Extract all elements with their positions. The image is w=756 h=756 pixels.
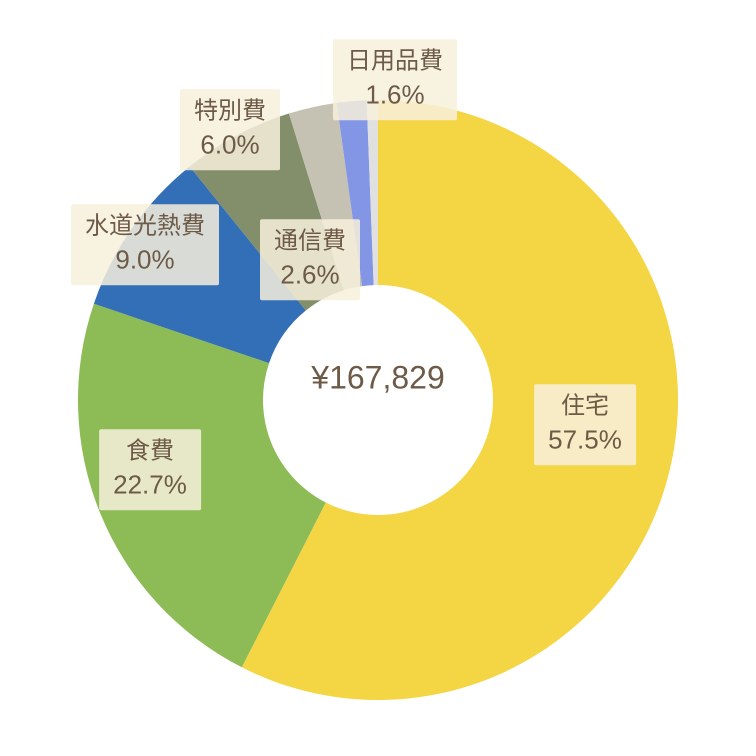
slice-label-name: 住宅 [548,390,622,422]
slice-label-pct: 9.0% [85,243,205,278]
slice-label: 特別費6.0% [180,89,280,170]
center-total: ¥167,829 [311,360,444,397]
slice-label-name: 日用品費 [347,45,443,77]
slice-label: 日用品費1.6% [333,39,457,120]
slice-label: 住宅57.5% [534,384,636,465]
slice-label: 通信費2.6% [260,219,360,300]
slice-label: 食費22.7% [99,429,201,510]
slice-label-pct: 22.7% [113,468,187,503]
slice-label-name: 食費 [113,435,187,467]
slice-label-pct: 1.6% [347,78,443,113]
slice-label-pct: 57.5% [548,423,622,458]
slice-label: 水道光熱費9.0% [71,204,219,285]
slice-label-name: 通信費 [274,225,346,257]
slice-label-name: 特別費 [194,95,266,127]
slice-label-pct: 6.0% [194,128,266,163]
donut-chart: 住宅57.5% 食費22.7% 水道光熱費9.0% 特別費6.0% 通信費2.6% 日用品… [0,0,756,756]
slice-label-pct: 2.6% [274,258,346,293]
slice-label-name: 水道光熱費 [85,210,205,242]
